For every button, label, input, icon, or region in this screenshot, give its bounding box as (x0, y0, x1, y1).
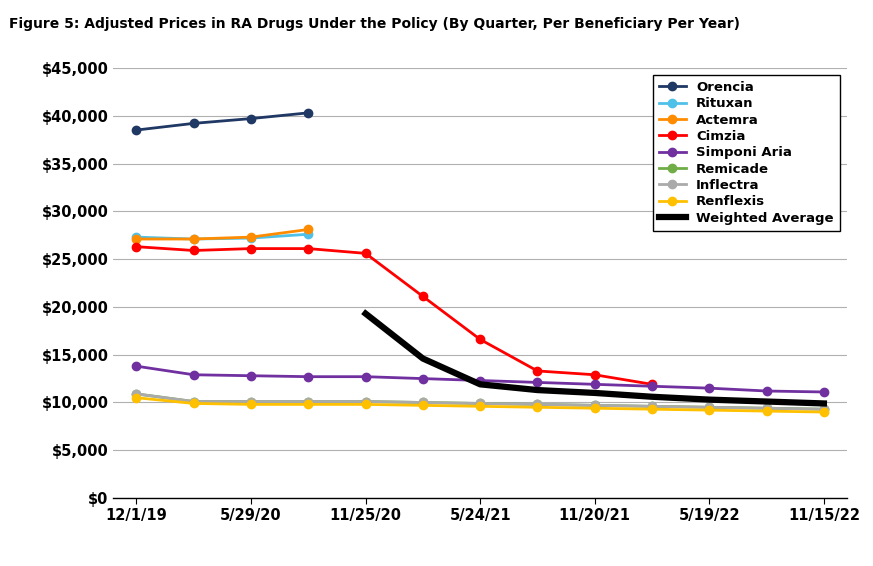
Weighted Average (475, 381, 485, 388)
Inflectra (589, 402, 600, 409)
Line: Cimzia: Cimzia (132, 242, 656, 388)
Line: Remicade: Remicade (132, 390, 828, 413)
Legend: Orencia, Rituxan, Actemra, Cimzia, Simponi Aria, Remicade, Inflectra, Renflexis,: Orencia, Rituxan, Actemra, Cimzia, Simpo… (653, 75, 840, 231)
Renflexis (819, 409, 829, 415)
Renflexis (533, 404, 543, 411)
Cimzia (303, 245, 313, 252)
Line: Simponi Aria: Simponi Aria (132, 362, 828, 396)
Remicade (819, 406, 829, 413)
Inflectra (131, 391, 141, 397)
Inflectra (533, 401, 543, 408)
Remicade (361, 398, 371, 405)
Remicade (189, 398, 199, 405)
Renflexis (475, 403, 485, 410)
Simponi Aria (361, 374, 371, 380)
Inflectra (819, 406, 829, 413)
Line: Renflexis: Renflexis (132, 393, 828, 416)
Renflexis (303, 401, 313, 408)
Line: Rituxan: Rituxan (132, 230, 313, 243)
Inflectra (647, 403, 657, 410)
Rituxan (246, 235, 257, 242)
Weighted Average (819, 400, 829, 407)
Cimzia (589, 371, 600, 378)
Simponi Aria (589, 381, 600, 388)
Renflexis (761, 408, 772, 414)
Simponi Aria (417, 375, 428, 382)
Renflexis (589, 405, 600, 411)
Cimzia (131, 243, 141, 250)
Simponi Aria (704, 385, 714, 392)
Renflexis (189, 400, 199, 407)
Simponi Aria (819, 389, 829, 396)
Simponi Aria (533, 379, 543, 386)
Renflexis (131, 395, 141, 401)
Orencia (131, 127, 141, 134)
Rituxan (131, 234, 141, 241)
Text: Figure 5: Adjusted Prices in RA Drugs Under the Policy (By Quarter, Per Benefici: Figure 5: Adjusted Prices in RA Drugs Un… (9, 17, 739, 31)
Cimzia (533, 367, 543, 374)
Simponi Aria (189, 371, 199, 378)
Actemra (246, 234, 257, 241)
Inflectra (475, 400, 485, 407)
Line: Actemra: Actemra (132, 225, 313, 243)
Orencia (303, 109, 313, 116)
Renflexis (246, 401, 257, 408)
Weighted Average (589, 389, 600, 396)
Remicade (417, 399, 428, 406)
Simponi Aria (647, 383, 657, 389)
Remicade (246, 398, 257, 405)
Cimzia (475, 336, 485, 343)
Weighted Average (533, 387, 543, 393)
Simponi Aria (761, 388, 772, 395)
Simponi Aria (475, 377, 485, 384)
Weighted Average (417, 355, 428, 362)
Weighted Average (361, 310, 371, 317)
Renflexis (647, 406, 657, 413)
Line: Orencia: Orencia (132, 109, 313, 134)
Inflectra (303, 398, 313, 405)
Renflexis (704, 407, 714, 414)
Remicade (533, 401, 543, 408)
Actemra (303, 226, 313, 233)
Inflectra (189, 398, 199, 405)
Rituxan (189, 235, 199, 242)
Line: Weighted Average: Weighted Average (366, 314, 824, 404)
Remicade (589, 402, 600, 409)
Simponi Aria (246, 372, 257, 379)
Orencia (189, 120, 199, 127)
Inflectra (246, 398, 257, 405)
Weighted Average (647, 393, 657, 400)
Actemra (189, 235, 199, 242)
Remicade (704, 404, 714, 411)
Line: Inflectra: Inflectra (132, 390, 828, 413)
Cimzia (189, 247, 199, 254)
Renflexis (417, 402, 428, 409)
Remicade (647, 403, 657, 410)
Inflectra (704, 404, 714, 411)
Cimzia (647, 381, 657, 388)
Remicade (131, 391, 141, 397)
Orencia (246, 115, 257, 122)
Remicade (475, 400, 485, 407)
Cimzia (361, 250, 371, 257)
Weighted Average (761, 398, 772, 405)
Inflectra (361, 398, 371, 405)
Inflectra (761, 405, 772, 411)
Rituxan (303, 231, 313, 238)
Weighted Average (704, 396, 714, 403)
Inflectra (417, 399, 428, 406)
Remicade (761, 405, 772, 411)
Renflexis (361, 401, 371, 408)
Cimzia (246, 245, 257, 252)
Simponi Aria (131, 363, 141, 370)
Remicade (303, 398, 313, 405)
Simponi Aria (303, 374, 313, 380)
Actemra (131, 235, 141, 242)
Cimzia (417, 293, 428, 300)
